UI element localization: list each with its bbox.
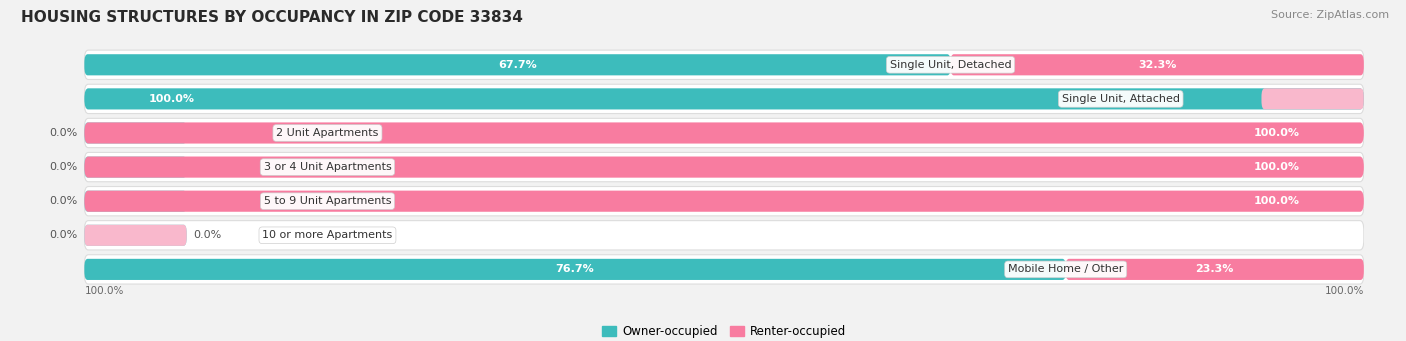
Text: 0.0%: 0.0% [49,162,77,172]
FancyBboxPatch shape [84,255,1364,284]
FancyBboxPatch shape [84,50,1364,79]
FancyBboxPatch shape [84,88,1364,109]
FancyBboxPatch shape [950,54,1364,75]
Text: 3 or 4 Unit Apartments: 3 or 4 Unit Apartments [263,162,391,172]
Text: 10 or more Apartments: 10 or more Apartments [263,230,392,240]
Legend: Owner-occupied, Renter-occupied: Owner-occupied, Renter-occupied [598,321,851,341]
FancyBboxPatch shape [84,152,1364,182]
Text: 5 to 9 Unit Apartments: 5 to 9 Unit Apartments [264,196,391,206]
Text: 0.0%: 0.0% [49,230,77,240]
FancyBboxPatch shape [84,118,1364,148]
FancyBboxPatch shape [84,225,187,246]
FancyBboxPatch shape [84,221,1364,250]
FancyBboxPatch shape [84,187,1364,216]
Text: 100.0%: 100.0% [84,285,124,296]
FancyBboxPatch shape [1261,88,1364,109]
Text: 76.7%: 76.7% [555,264,595,275]
Text: 100.0%: 100.0% [1324,285,1364,296]
FancyBboxPatch shape [84,54,950,75]
Text: Single Unit, Attached: Single Unit, Attached [1062,94,1180,104]
FancyBboxPatch shape [84,191,1364,212]
Text: 100.0%: 100.0% [1254,162,1299,172]
Text: 2 Unit Apartments: 2 Unit Apartments [276,128,378,138]
Text: 0.0%: 0.0% [49,128,77,138]
FancyBboxPatch shape [84,122,187,144]
FancyBboxPatch shape [84,84,1364,114]
Text: 0.0%: 0.0% [193,230,221,240]
FancyBboxPatch shape [84,191,187,212]
Text: 100.0%: 100.0% [149,94,194,104]
FancyBboxPatch shape [84,225,187,246]
FancyBboxPatch shape [84,157,1364,178]
Text: 0.0%: 0.0% [49,196,77,206]
Text: 32.3%: 32.3% [1137,60,1177,70]
Text: 100.0%: 100.0% [1254,128,1299,138]
Text: Single Unit, Detached: Single Unit, Detached [890,60,1011,70]
FancyBboxPatch shape [1066,259,1364,280]
FancyBboxPatch shape [84,157,187,178]
Text: 67.7%: 67.7% [498,60,537,70]
Text: HOUSING STRUCTURES BY OCCUPANCY IN ZIP CODE 33834: HOUSING STRUCTURES BY OCCUPANCY IN ZIP C… [21,10,523,25]
FancyBboxPatch shape [84,122,1364,144]
Text: Mobile Home / Other: Mobile Home / Other [1008,264,1123,275]
FancyBboxPatch shape [84,259,1066,280]
Text: 100.0%: 100.0% [1254,196,1299,206]
Text: 23.3%: 23.3% [1195,264,1234,275]
Text: Source: ZipAtlas.com: Source: ZipAtlas.com [1271,10,1389,20]
